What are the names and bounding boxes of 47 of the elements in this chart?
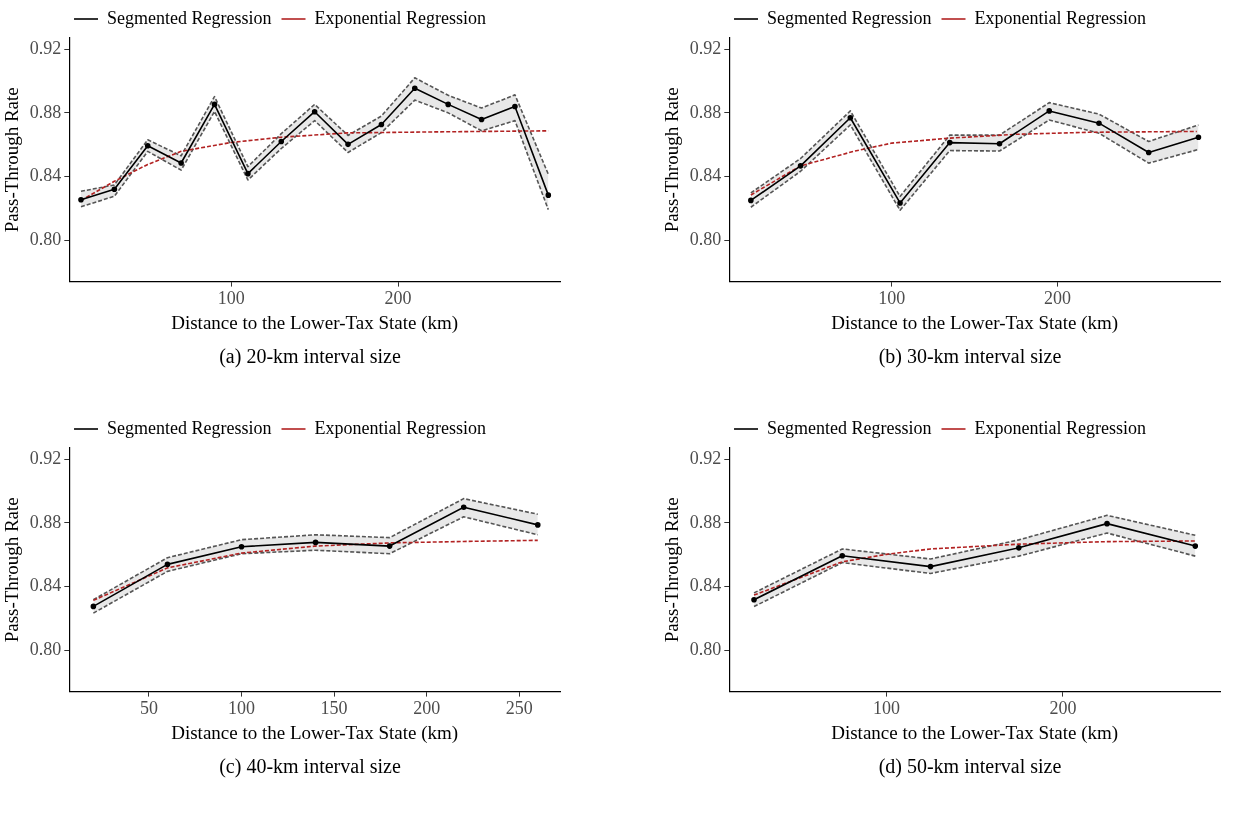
legend-label: Segmented Regression xyxy=(767,417,932,438)
legend-label: Exponential Regression xyxy=(314,417,486,438)
y-tick-label: 0.92 xyxy=(29,447,62,468)
legend-label: Segmented Regression xyxy=(107,417,272,438)
y-tick-label: 0.88 xyxy=(689,101,722,122)
y-tick-label: 0.80 xyxy=(689,228,722,249)
x-tick-label: 200 xyxy=(1049,698,1077,719)
x-tick-label: 200 xyxy=(1044,288,1072,309)
legend-label: Segmented Regression xyxy=(767,7,932,28)
y-tick-label: 0.80 xyxy=(689,638,722,659)
y-axis-title: Pass-Through Rate xyxy=(1,497,23,643)
y-tick-label: 0.88 xyxy=(29,511,62,532)
y-tick-label: 0.92 xyxy=(689,37,722,58)
y-tick-label: 0.88 xyxy=(689,511,722,532)
x-tick-label: 200 xyxy=(413,698,441,719)
y-tick-label: 0.84 xyxy=(689,165,722,186)
legend-label: Exponential Regression xyxy=(974,417,1146,438)
legend-label: Exponential Regression xyxy=(314,7,486,28)
text: (b) 30-km interval size xyxy=(877,345,1063,368)
y-tick-label: 0.80 xyxy=(29,228,62,249)
x-tick-label: 100 xyxy=(878,288,906,309)
y-tick-label: 0.84 xyxy=(29,575,62,596)
text: (a) 20-km interval size xyxy=(218,345,402,368)
x-axis-title: Distance to the Lower-Tax State (km) xyxy=(831,721,1119,744)
y-axis-title: Pass-Through Rate xyxy=(1,87,23,233)
x-tick-label: 250 xyxy=(505,698,533,719)
x-tick-label: 150 xyxy=(320,698,348,719)
y-tick-label: 0.88 xyxy=(29,101,62,122)
x-tick-label: 100 xyxy=(228,698,256,719)
text: (c) 40-km interval size xyxy=(218,755,402,778)
text: (d) 50-km interval size xyxy=(877,755,1063,778)
x-tick-label: 100 xyxy=(872,698,900,719)
legend-label: Exponential Regression xyxy=(974,7,1146,28)
y-axis-title: Pass-Through Rate xyxy=(661,497,683,643)
y-tick-label: 0.84 xyxy=(689,575,722,596)
y-tick-label: 0.92 xyxy=(689,447,722,468)
x-axis-title: Distance to the Lower-Tax State (km) xyxy=(171,721,459,744)
y-tick-label: 0.80 xyxy=(29,638,62,659)
x-axis-title: Distance to the Lower-Tax State (km) xyxy=(831,311,1119,334)
x-axis-title: Distance to the Lower-Tax State (km) xyxy=(171,311,459,334)
legend-label: Segmented Regression xyxy=(107,7,272,28)
x-tick-label: 50 xyxy=(139,698,158,719)
x-tick-label: 200 xyxy=(384,288,412,309)
y-axis-title: Pass-Through Rate xyxy=(661,87,683,233)
y-tick-label: 0.84 xyxy=(29,165,62,186)
y-tick-label: 0.92 xyxy=(29,37,62,58)
x-tick-label: 100 xyxy=(217,288,245,309)
